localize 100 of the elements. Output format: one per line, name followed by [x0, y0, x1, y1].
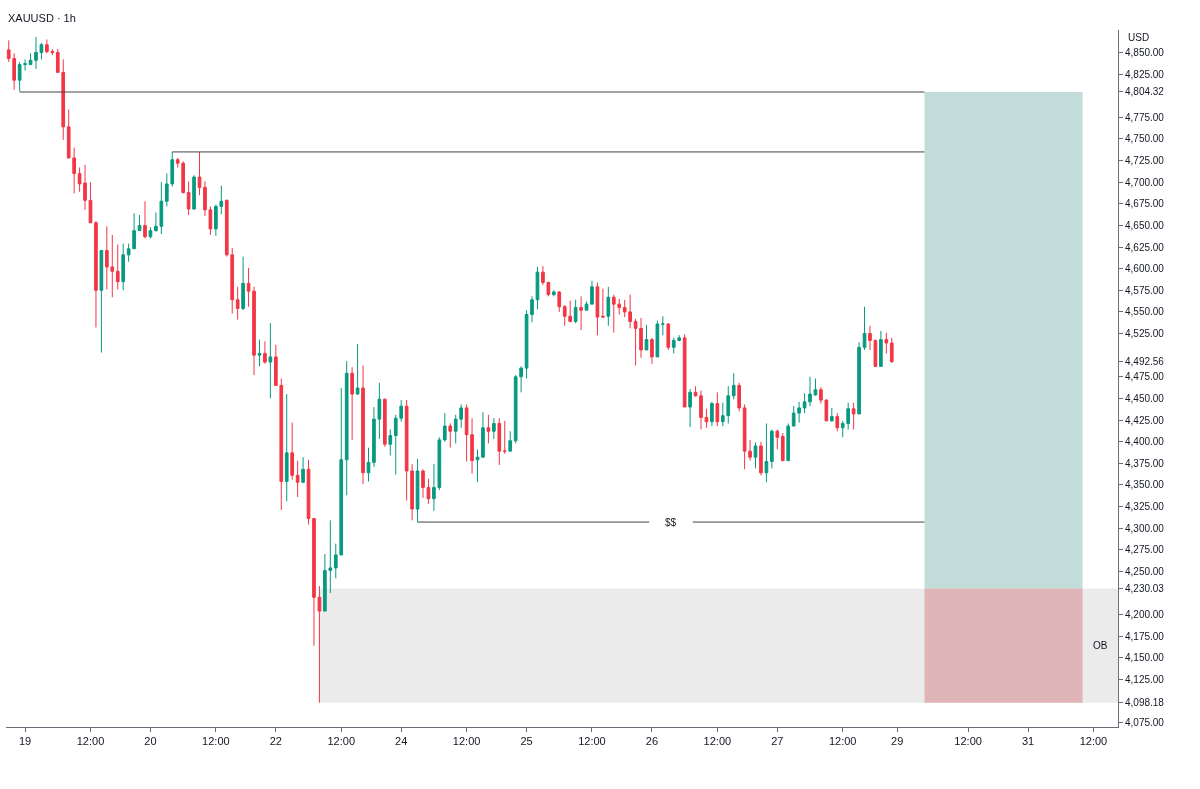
candlestick [268, 322, 273, 399]
candlestick [682, 333, 687, 408]
x-tick-label: 12:00 [578, 735, 606, 748]
y-tick-label: 4,825.00 [1125, 68, 1165, 80]
x-tick-label: 25 [520, 735, 533, 748]
y-tick-label: 4,600.00 [1125, 263, 1165, 275]
candlestick [290, 422, 295, 481]
candlestick [857, 341, 861, 415]
candlestick [263, 340, 267, 365]
candlestick [655, 320, 660, 358]
candlestick [361, 365, 365, 485]
x-tick-label: 12:00 [954, 735, 982, 748]
x-tick-label: 12:00 [327, 735, 356, 748]
candlestick [486, 414, 491, 444]
candlestick [137, 214, 142, 232]
ref-line-label: $$ [665, 517, 677, 528]
y-tick-label: 4,804.32 [1125, 86, 1165, 98]
y-tick-label: 4,150.00 [1125, 652, 1165, 664]
candlestick [759, 441, 763, 476]
candlestick [344, 360, 349, 496]
x-tick-label: 12:00 [76, 735, 105, 748]
candlestick [557, 290, 562, 313]
candlestick [862, 306, 867, 351]
candlestick [666, 322, 671, 351]
candlestick [355, 343, 360, 396]
y-tick-label: 4,700.00 [1125, 176, 1165, 188]
candlestick [186, 180, 191, 216]
candlestick [115, 243, 120, 290]
y-tick-label: 4,200.00 [1125, 609, 1165, 621]
candlestick [851, 402, 856, 431]
y-tick-label: 4,375.00 [1125, 457, 1165, 469]
y-tick-label: 4,850.00 [1125, 46, 1165, 58]
x-tick-label: 29 [891, 735, 904, 748]
candlestick [879, 330, 883, 367]
y-tick-label: 4,250.00 [1125, 565, 1165, 577]
candlestick [301, 456, 305, 484]
y-tick-label: 4,725.00 [1125, 155, 1165, 167]
y-tick-label: 4,275.00 [1125, 544, 1165, 556]
candlestick [764, 422, 769, 483]
candlestick [829, 407, 834, 423]
chart-title: XAUUSD · 1h [8, 12, 76, 24]
candlestick [573, 299, 578, 324]
candlestick [644, 324, 649, 351]
y-tick-label: 4,425.00 [1125, 414, 1165, 426]
candlestick [731, 372, 736, 400]
candlestick [601, 288, 605, 318]
candlestick [786, 422, 791, 462]
y-tick-label: 4,750.00 [1125, 133, 1165, 145]
candlestick [650, 337, 654, 365]
y-tick-label: 4,098.18 [1125, 697, 1165, 709]
candlestick [688, 388, 692, 428]
candlestick [502, 420, 507, 455]
candlestick [383, 397, 387, 448]
candlestick [753, 441, 758, 469]
candlestick [775, 429, 780, 450]
y-tick-label: 4,550.00 [1125, 306, 1165, 318]
candlestick [606, 286, 611, 327]
y-tick-label: 4,175.00 [1125, 630, 1165, 642]
candlestick [415, 458, 420, 523]
candlestick [99, 250, 104, 354]
y-tick-label: 4,575.00 [1125, 284, 1165, 296]
candlestick [366, 447, 371, 482]
band-label: OB [1093, 640, 1108, 651]
candlestick [770, 429, 774, 469]
candlestick [595, 282, 600, 336]
y-tick-label: 4,625.00 [1125, 241, 1165, 253]
x-tick-label: 22 [269, 735, 282, 748]
y-tick-label: 4,450.00 [1125, 392, 1165, 404]
x-tick-label: 20 [144, 735, 157, 748]
y-tick-label: 4,775.00 [1125, 111, 1165, 123]
y-tick-label: 4,075.00 [1125, 717, 1165, 729]
x-tick-label: 31 [1021, 735, 1035, 748]
y-tick-label: 4,350.00 [1125, 479, 1165, 491]
x-tick-label: 12:00 [452, 735, 481, 748]
candlestick [889, 337, 894, 364]
y-tick-label: 4,475.00 [1125, 371, 1165, 383]
y-tick-label: 4,675.00 [1125, 198, 1165, 210]
candlestick [192, 174, 196, 211]
x-tick-label: 26 [645, 735, 659, 748]
candlestick [497, 417, 502, 466]
candlestick [442, 412, 447, 443]
y-tick-label: 4,400.00 [1125, 436, 1165, 448]
y-tick-label: 4,230.03 [1125, 583, 1165, 595]
candlestick [121, 243, 126, 291]
candlestick [884, 332, 889, 354]
y-tick-label: 4,325.00 [1125, 500, 1165, 512]
y-tick-label: 4,492.56 [1125, 356, 1165, 368]
candlestick [148, 226, 153, 239]
x-tick-label: 19 [18, 735, 32, 748]
candlestick [492, 417, 496, 440]
candlestick [579, 295, 583, 331]
y-axis-title: USD [1128, 32, 1150, 43]
candlestick [350, 366, 354, 441]
candlestick [88, 181, 93, 224]
candlestick [780, 432, 785, 462]
candlestick [551, 289, 556, 297]
candlestick [835, 412, 840, 432]
x-tick-label: 27 [771, 735, 784, 748]
y-tick-label: 4,300.00 [1125, 522, 1165, 534]
candlestick [661, 315, 665, 336]
